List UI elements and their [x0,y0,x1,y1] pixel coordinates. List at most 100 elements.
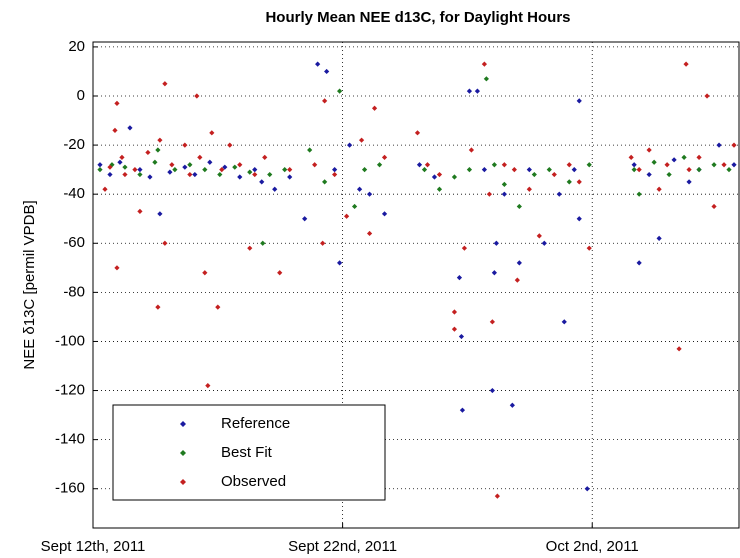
point [526,167,532,173]
point [358,137,365,143]
point [731,142,737,148]
point [187,171,193,178]
plot-frame [92,41,740,529]
point [436,186,443,192]
point [152,159,158,165]
point [456,275,463,281]
point [322,179,328,185]
legend-marker [180,479,186,485]
point [711,162,717,168]
point [222,164,228,170]
point [307,147,313,153]
legend-label: Reference [221,415,290,432]
point [117,159,123,165]
point [332,167,338,173]
point [481,61,487,67]
point [267,171,273,178]
point [97,167,103,173]
point [664,162,670,168]
point [628,154,634,160]
chart-title: Hourly Mean NEE d13C, for Daylight Hours [265,9,570,26]
point [227,142,233,148]
point [461,245,468,251]
point [192,171,198,178]
point [536,233,542,239]
point [247,169,253,175]
point [162,240,168,246]
legend-box [112,404,386,501]
point [381,154,388,160]
point [315,61,321,67]
point [636,191,642,197]
point [489,387,495,394]
point [97,162,103,168]
point [681,154,687,160]
point [451,326,458,332]
point [731,162,737,168]
point [237,162,243,168]
point [586,245,592,251]
y-axis-label: NEE δ13C [permil VPDB] [21,200,38,369]
point [501,191,507,197]
point [671,157,677,163]
point [322,98,328,104]
point [566,179,572,185]
point [169,162,175,168]
point [215,304,221,310]
y-tick-label: -160 [55,480,85,497]
point [686,179,692,185]
point [491,270,497,276]
point [219,167,225,173]
point [302,216,308,222]
point [167,169,173,175]
point [344,213,350,219]
y-tick-label: -120 [55,382,85,399]
legend-marker [180,450,186,456]
legend-label: Best Fit [221,444,273,461]
point [122,164,128,170]
point [711,203,717,210]
point [514,277,520,283]
point [726,167,732,173]
point [252,167,258,173]
point [147,174,153,180]
point [468,147,475,153]
point [576,216,582,222]
y-tick-label: -100 [55,332,85,349]
y-tick-label: -80 [63,283,85,300]
point [114,100,120,106]
point [651,159,657,165]
point [531,171,537,178]
point [666,171,672,178]
point [194,93,200,99]
point [157,211,163,217]
point [272,186,278,192]
point [631,167,637,173]
point [337,88,343,94]
point [451,309,458,315]
point [259,179,265,185]
point [127,125,133,131]
point [119,154,125,160]
point [458,333,465,340]
point [102,186,108,192]
point [371,105,378,111]
point [252,171,258,178]
y-tick-label: -40 [63,185,85,202]
point [202,167,208,173]
point [646,171,652,178]
point [571,167,577,173]
point [546,167,552,173]
point [112,127,118,133]
point [516,260,522,266]
x-tick-label: Oct 2nd, 2011 [546,538,639,555]
point [424,162,431,168]
point [431,174,438,180]
point [137,167,143,173]
point [551,171,557,178]
y-tick-label: 0 [77,87,85,104]
point [683,61,689,67]
point [696,167,702,173]
point [686,167,692,173]
